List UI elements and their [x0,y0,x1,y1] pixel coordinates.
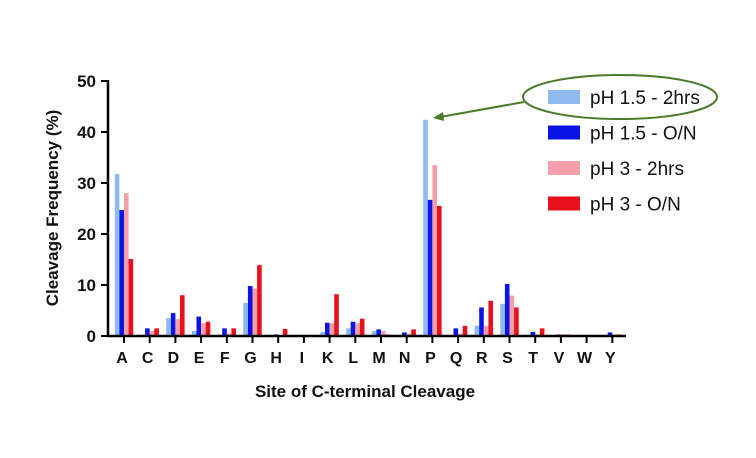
bar-A-series-4 [128,258,134,336]
annotation-arrowhead [433,112,444,121]
x-tick-label: R [476,350,488,367]
y-tick-label: 30 [77,174,96,193]
bar-E-series-1 [191,330,197,336]
bar-P-series-2 [427,199,433,336]
x-tick-label: D [168,350,180,367]
bar-D-series-4 [180,295,185,336]
x-tick-label: N [399,350,411,367]
bar-Y-series-2 [607,332,613,336]
bar-D-series-2 [170,313,176,336]
bar-R-series-1 [474,325,480,336]
bar-F-series-4 [231,328,236,336]
bar-E-series-2 [196,316,202,336]
x-tick-label: T [528,350,538,367]
bar-K-series-1 [320,331,325,336]
x-tick-label: L [348,350,358,367]
x-tick-label: A [116,350,128,367]
legend-label: pH 3 - 2hrs [590,159,684,180]
x-tick-label: S [502,350,513,367]
bar-Q-series-3 [458,333,463,336]
y-axis-label: Cleavage Frequency (%) [43,110,62,307]
bar-D-series-3 [175,319,180,336]
bar-K-series-2 [325,322,330,336]
bar-A-series-1 [114,173,120,336]
bar-D-series-1 [166,318,171,336]
bar-C-series-2 [145,328,150,336]
legend-label: pH 1.5 - O/N [590,124,697,145]
legend-label: pH 3 - O/N [590,195,681,216]
bar-R-series-3 [483,325,489,336]
bar-L-series-2 [350,321,356,336]
y-tick-label: 10 [77,276,96,295]
bar-T-series-2 [530,331,536,336]
x-tick-label: G [244,350,256,367]
bar-M-series-3 [381,330,386,336]
y-tick-label: 20 [77,225,96,244]
bar-T-series-4 [539,328,545,336]
bar-L-series-4 [359,318,365,336]
annotation-arrow [439,101,525,118]
bar-S-series-4 [514,307,519,336]
bar-N-series-2 [402,332,407,336]
legend-label: pH 1.5 - 2hrs [590,88,700,109]
x-tick-label: M [372,350,385,367]
legend-swatch [548,196,580,211]
bar-F-series-2 [222,328,227,336]
bar-P-series-4 [437,205,442,336]
bar-K-series-4 [334,294,339,336]
bar-Q-series-4 [462,325,468,336]
x-tick-label: F [220,350,230,367]
bar-Q-series-2 [453,328,459,336]
y-tick-label: 40 [77,123,96,142]
legend-highlight-ellipse [522,74,718,120]
bar-L-series-3 [355,323,360,336]
legend-swatch [548,90,580,104]
bar-S-series-3 [509,295,515,336]
bar-R-series-4 [488,300,493,336]
bar-A-series-3 [124,193,129,336]
bar-K-series-3 [329,323,335,336]
bar-N-series-3 [406,333,412,336]
x-tick-label: C [142,350,154,367]
bar-G-series-2 [247,286,253,336]
y-tick-label: 0 [87,327,96,346]
bar-G-series-1 [243,302,248,336]
x-axis-label: Site of C-terminal Cleavage [255,382,475,401]
x-tick-label: K [322,350,334,367]
bar-C-series-4 [154,328,159,336]
bar-F-series-3 [226,333,232,336]
bar-S-series-2 [504,283,510,336]
bar-A-series-2 [119,210,124,336]
bar-S-series-1 [500,303,505,336]
x-tick-label: P [425,350,436,367]
bar-M-series-2 [376,329,381,336]
legend-swatch [548,125,580,140]
x-tick-label: W [577,350,593,367]
bar-G-series-3 [252,288,258,336]
x-tick-label: Q [450,350,462,367]
y-tick-label: 50 [77,72,96,91]
bar-L-series-1 [346,328,351,336]
x-tick-label: E [194,350,205,367]
bar-N-series-4 [411,329,416,336]
bar-R-series-2 [479,307,484,336]
x-tick-label: I [300,350,304,367]
x-tick-label: Y [605,350,616,367]
bar-P-series-3 [432,165,437,336]
x-tick-label: V [554,350,565,367]
legend-swatch [548,161,580,175]
bar-E-series-3 [201,323,206,336]
bar-H-series-4 [282,328,288,336]
x-tick-label: H [270,350,282,367]
bar-G-series-4 [257,265,262,336]
bar-E-series-4 [205,321,211,336]
bar-C-series-3 [149,330,155,336]
bar-P-series-1 [423,119,428,336]
bar-M-series-1 [371,330,377,336]
